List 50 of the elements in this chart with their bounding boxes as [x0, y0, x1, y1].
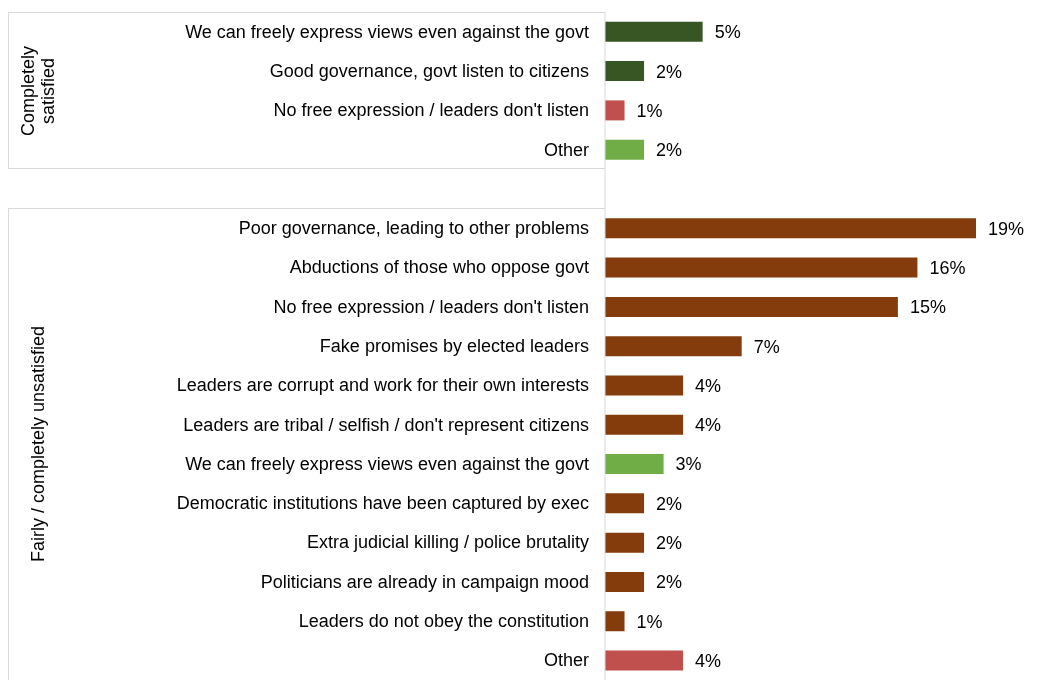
bar [605, 611, 625, 632]
data-label: 2% [656, 533, 683, 554]
y-tick-label: Leaders are corrupt and work for their own interests [176, 375, 589, 396]
data-label: 16% [929, 257, 966, 278]
bar [605, 139, 645, 160]
bar [605, 218, 976, 239]
y-tick-label: Leaders are tribal / selfish / don't represent citizens [183, 414, 589, 435]
bar [605, 296, 898, 317]
bar [605, 257, 918, 278]
y-tick-label: Leaders do not obey the constitution [298, 611, 589, 632]
data-label: 7% [753, 336, 780, 357]
y-tick-label: No free expression / leaders don't listen [273, 296, 589, 317]
bar [605, 375, 684, 396]
data-label: 5% [714, 22, 741, 43]
y-tick-label: No free expression / leaders don't listen [273, 100, 589, 121]
y-tick-label: Other [543, 139, 589, 160]
text: Fairly / completely unsatisfied [28, 325, 48, 565]
bar [605, 493, 645, 514]
y-tick-label: Good governance, govt listen to citizens [269, 60, 589, 81]
y-tick-label: Fake promises by elected leaders [319, 336, 589, 356]
text: Completely satisfied [18, 44, 58, 138]
data-label: 4% [695, 375, 722, 396]
data-label: 3% [675, 454, 702, 475]
y-tick-label: Democratic institutions have been captured by exec [176, 493, 589, 514]
data-label: 2% [656, 493, 683, 514]
data-label: 2% [656, 61, 683, 82]
y-tick-label: We can freely express views even against the govt [185, 453, 589, 474]
data-label: 2% [656, 140, 683, 161]
data-label: 2% [656, 572, 683, 593]
y-tick-label: Other [543, 650, 589, 671]
y-tick-label: Poor governance, leading to other problems [238, 218, 589, 239]
bar [605, 100, 625, 121]
data-label: 1% [636, 100, 663, 121]
bar [605, 414, 684, 435]
bar [605, 650, 684, 671]
data-label: 15% [909, 297, 946, 318]
bar [605, 21, 703, 42]
data-label: 4% [695, 650, 722, 671]
data-label: 1% [636, 611, 663, 632]
y-tick-label: We can freely express views even against the govt [185, 21, 589, 42]
y-tick-label: Politicians are already in campaign mood [260, 571, 589, 592]
bar [605, 571, 645, 592]
bar [605, 61, 645, 82]
y-tick-label: Abductions of those who oppose govt [289, 257, 589, 278]
data-label: 4% [695, 415, 722, 436]
bar [605, 454, 664, 475]
y-tick-label: Extra judicial killing / police brutality [306, 532, 589, 553]
bar [605, 532, 645, 553]
data-label: 19% [988, 218, 1025, 239]
bar [605, 336, 742, 357]
